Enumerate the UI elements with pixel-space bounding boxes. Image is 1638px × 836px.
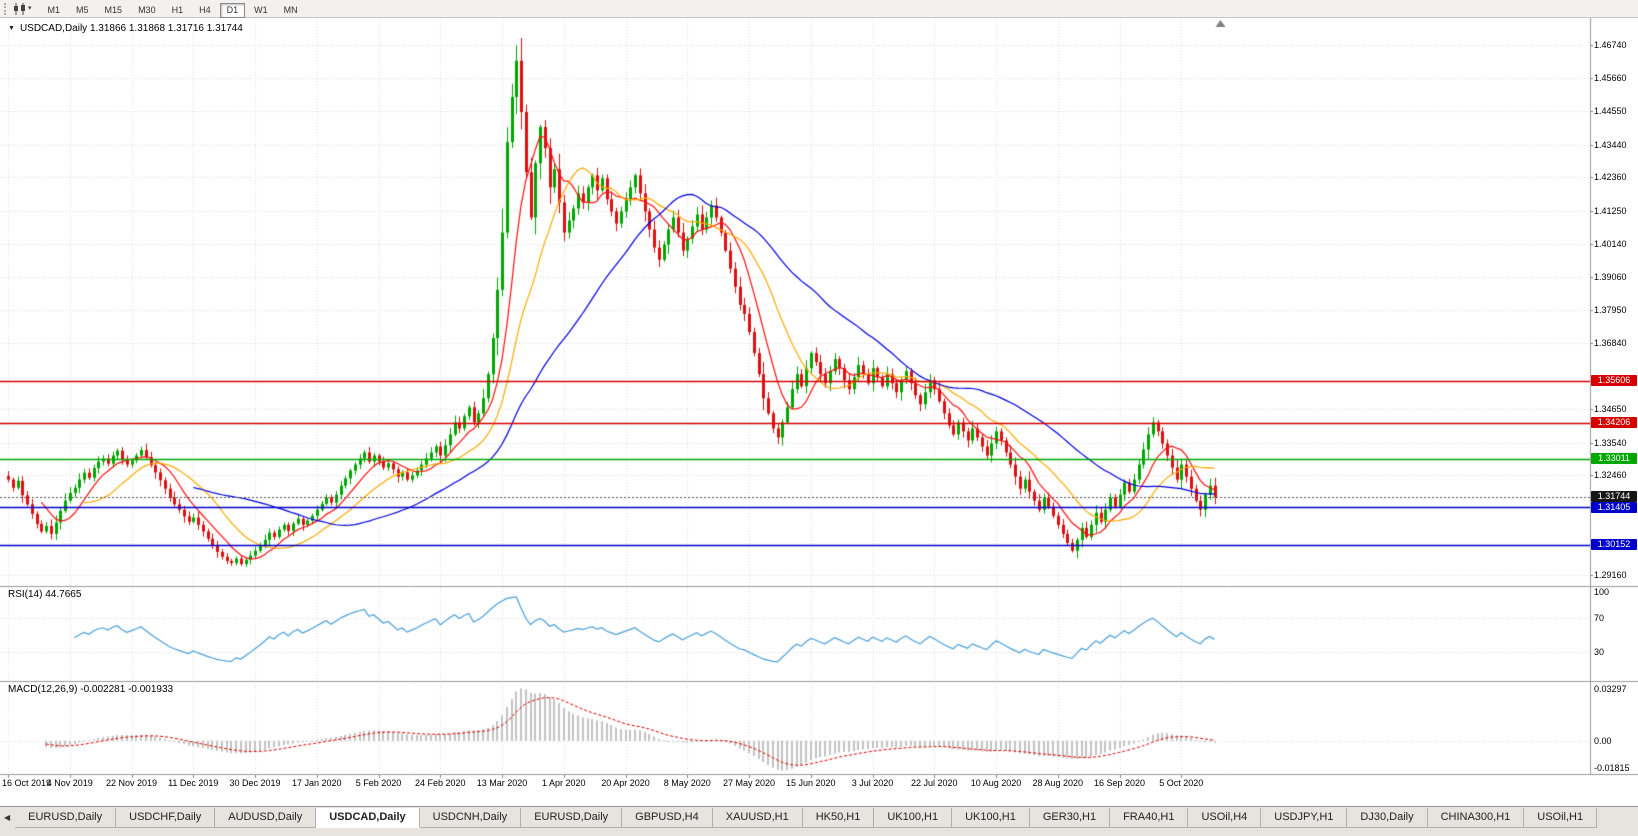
chart-tab-ger30-h1[interactable]: GER30,H1 [1029,808,1111,828]
timeframe-w1-button[interactable]: W1 [247,3,275,18]
timeframe-m5-button[interactable]: M5 [69,3,96,18]
dropdown-caret-icon: ▾ [28,5,32,12]
timeframe-m30-button[interactable]: M30 [131,3,163,18]
chart-tab-eurusd-daily[interactable]: EURUSD,Daily [521,808,623,828]
chart-tab-dj30-daily[interactable]: DJ30,Daily [1347,808,1428,828]
timeframe-m1-button[interactable]: M1 [41,3,68,18]
timeframe-mn-button[interactable]: MN [277,3,305,18]
chart-window-icon[interactable]: ▾ [13,2,32,15]
chart-tab-eurusd-daily[interactable]: EURUSD,Daily [15,808,117,828]
chart-tab-uk100-h1[interactable]: UK100,H1 [952,808,1030,828]
timeframe-h1-button[interactable]: H1 [165,3,191,18]
chart-tab-usoil-h1[interactable]: USOil,H1 [1524,808,1598,828]
timeframe-m15-button[interactable]: M15 [98,3,130,18]
chart-tab-usdcnh-daily[interactable]: USDCNH,Daily [419,808,522,828]
toolbar-grip[interactable] [4,2,9,15]
chart-tab-hk50-h1[interactable]: HK50,H1 [802,808,875,828]
chart-tab-usoil-h4[interactable]: USOil,H4 [1188,808,1262,828]
timeframe-h4-button[interactable]: H4 [192,3,218,18]
chart-tab-fra40-h1[interactable]: FRA40,H1 [1110,808,1189,828]
chart-tab-usdjpy-h1[interactable]: USDJPY,H1 [1261,808,1348,828]
chart-tabs: EURUSD,Daily USDCHF,Daily AUDUSD,Daily USDC… [15,807,1598,828]
tab-scroll-left-icon[interactable]: ◀ [4,813,11,822]
chart-tab-usdcad-daily[interactable]: USDCAD,Daily [316,808,420,828]
chart-tab-usdchf-daily[interactable]: USDCHF,Daily [116,808,216,828]
timeframe-buttons: M1 M5 M15 M30 H1 H4 D1 W1 MN [40,0,306,18]
chart-tab-china300-h1[interactable]: CHINA300,H1 [1427,808,1525,828]
chart-tab-audusd-daily[interactable]: AUDUSD,Daily [215,808,317,828]
chart-tab-uk100-h1[interactable]: UK100,H1 [874,808,953,828]
candlestick-icon [14,2,25,15]
chart-tab-gbpusd-h4[interactable]: GBPUSD,H4 [622,808,713,828]
chart-tab-xauusd-h1[interactable]: XAUUSD,H1 [712,808,803,828]
chart-tab-bar: ◀ EURUSD,Daily USDCHF,Daily AUDUSD,Daily US… [0,806,1638,836]
timeframe-d1-button[interactable]: D1 [219,2,246,18]
timeframe-toolbar: ▾ M1 M5 M15 M30 H1 H4 D1 W1 MN [0,0,1638,18]
